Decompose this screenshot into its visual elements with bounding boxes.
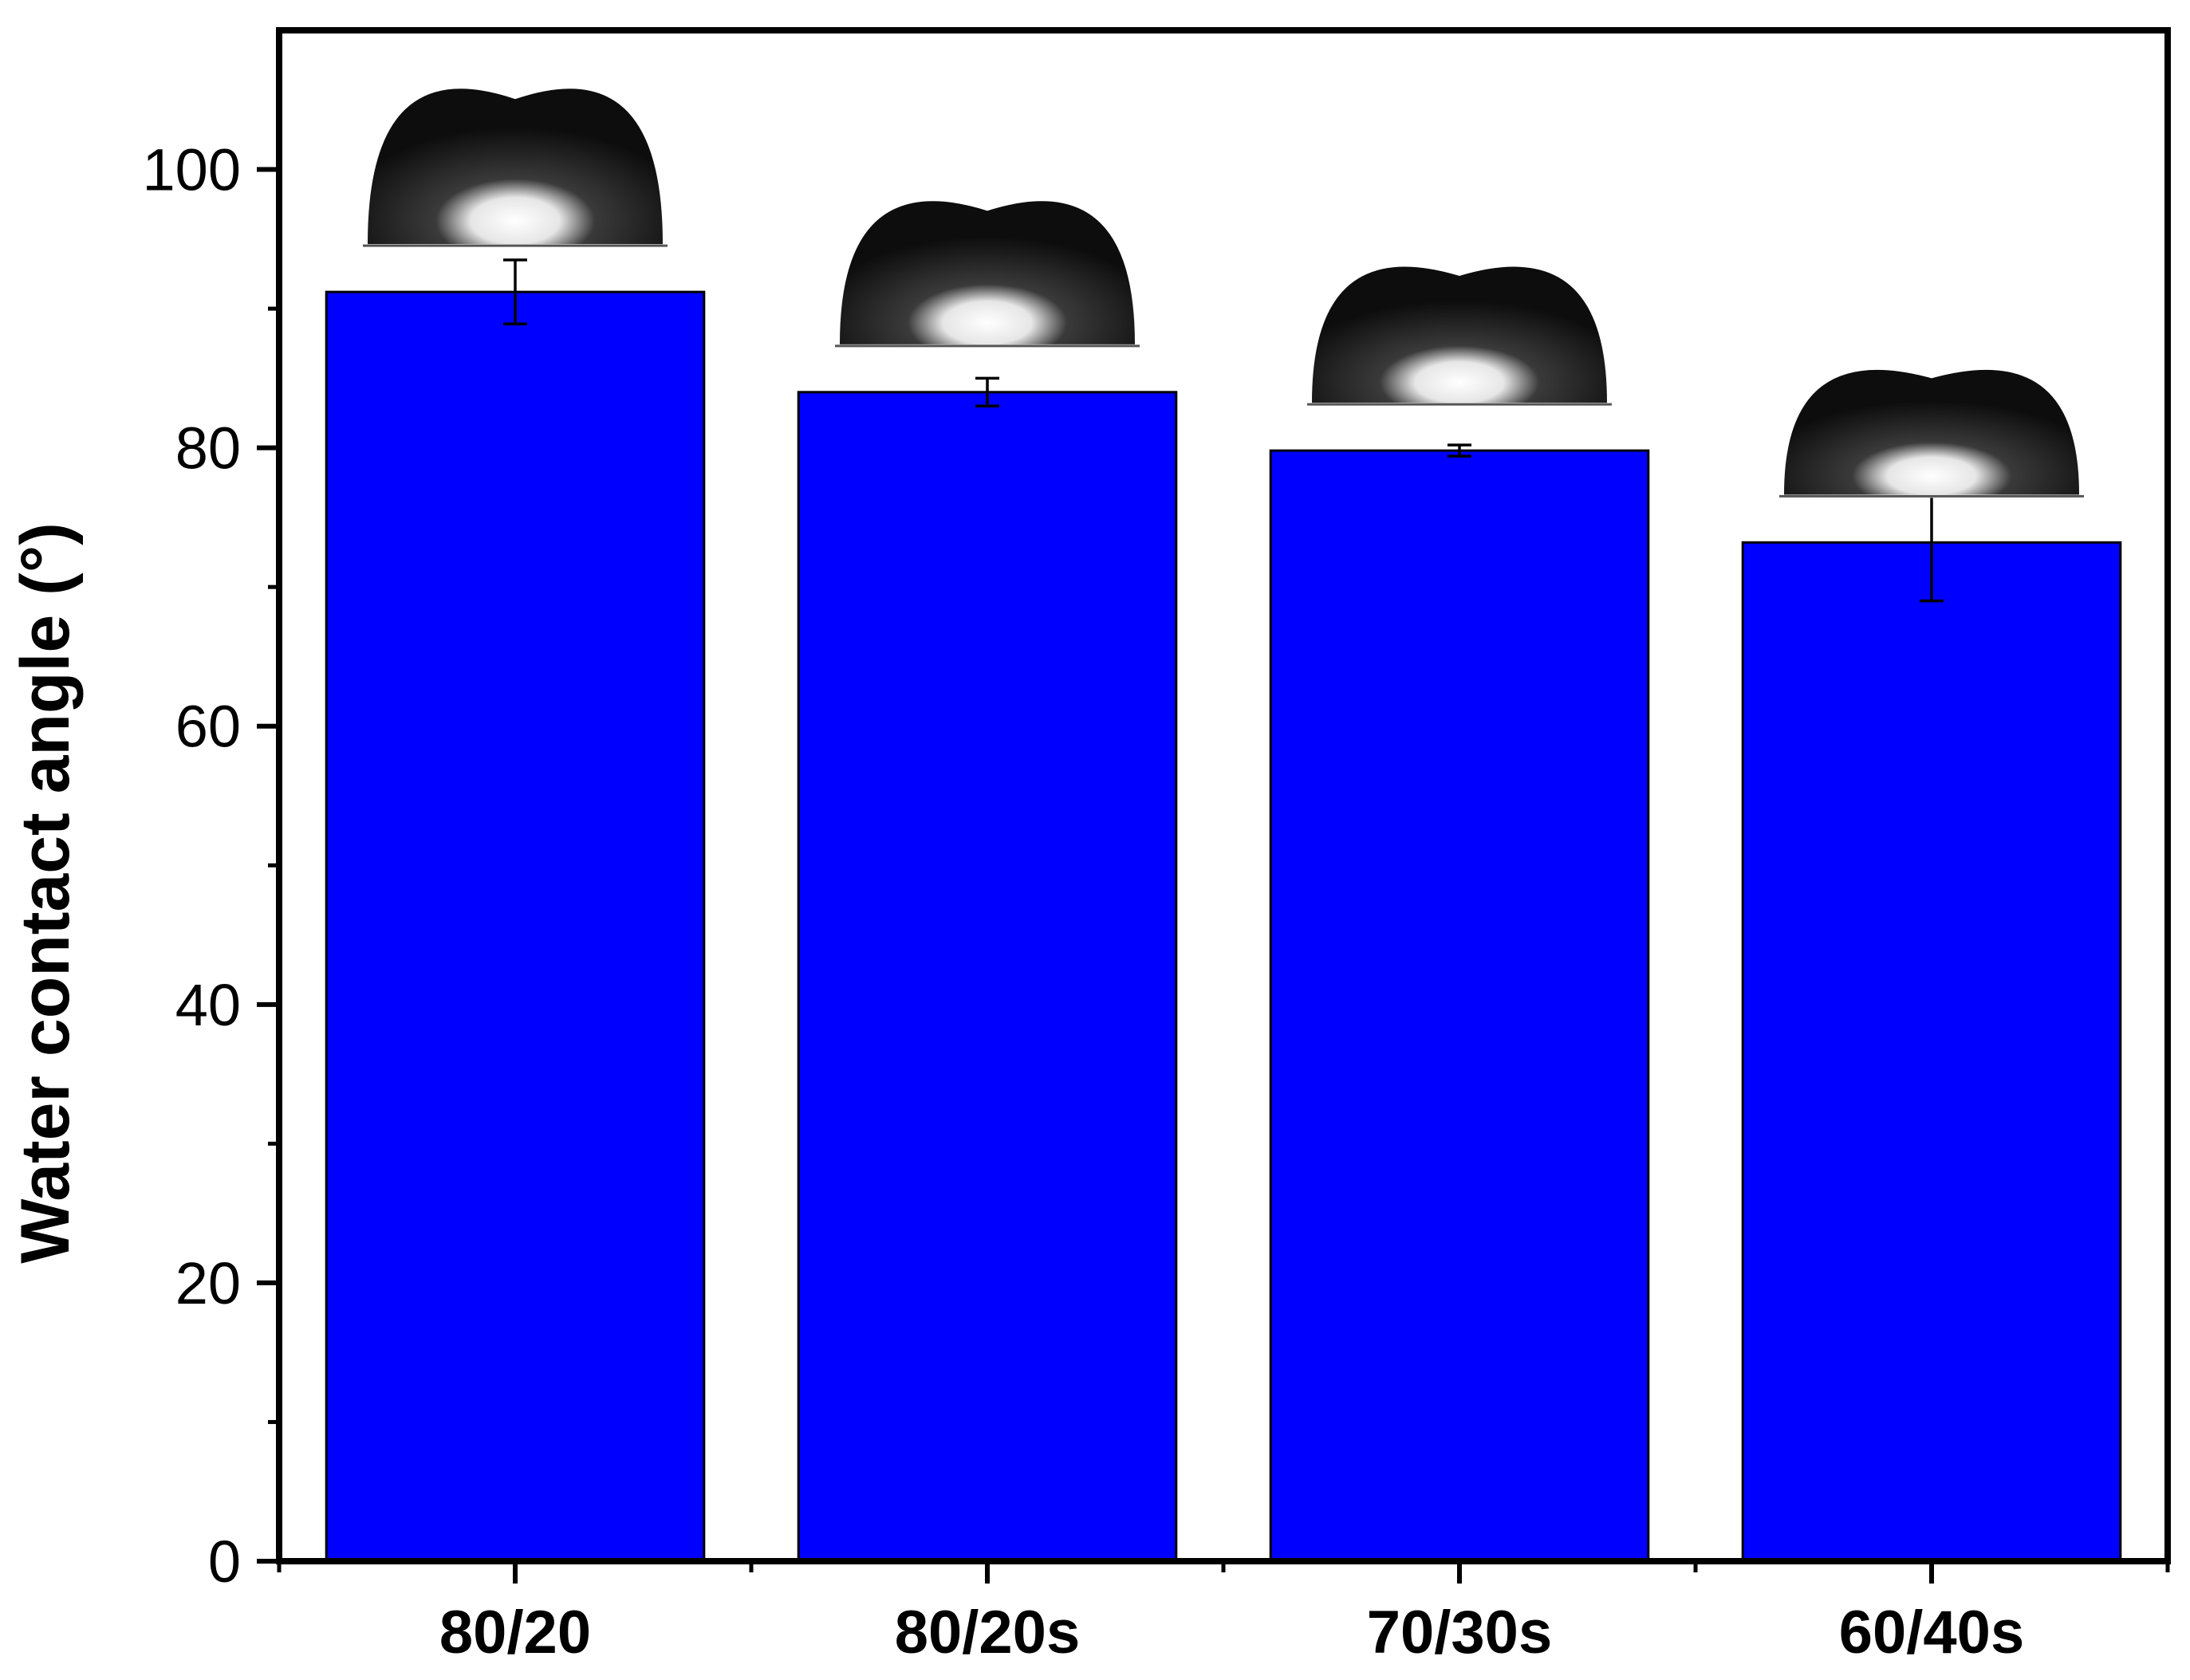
labels-layer: 80/20 80/20s 70/30s 60/40s 0 20 40 60 80 100 bbox=[143, 137, 2025, 1666]
axes-layer bbox=[257, 27, 2171, 1584]
y-tick-label-100: 100 bbox=[143, 137, 241, 203]
x-tick-label-80-20: 80/20 bbox=[439, 1599, 591, 1666]
error-bar-70-30s bbox=[1448, 443, 1471, 458]
bar-80-20 bbox=[325, 290, 706, 1563]
droplet-image-60-40s bbox=[1778, 369, 2086, 498]
droplet-shape bbox=[1784, 369, 2079, 495]
plot-frame bbox=[276, 27, 2171, 1564]
bars-layer bbox=[325, 290, 2122, 1563]
droplet-shape bbox=[368, 89, 663, 245]
y-tick-label-0: 0 bbox=[208, 1529, 241, 1595]
bar-60-40s bbox=[1741, 541, 2122, 1563]
droplet-shape bbox=[840, 201, 1135, 344]
error-bar-80-20 bbox=[503, 258, 527, 326]
x-tick-label-70-30s: 70/30s bbox=[1367, 1599, 1552, 1666]
x-tick-label-60-40s: 60/40s bbox=[1839, 1599, 2024, 1666]
bar-80-20s bbox=[797, 391, 1178, 1563]
droplet-image-70-30s bbox=[1306, 266, 1613, 407]
bar-70-30s bbox=[1269, 449, 1650, 1563]
y-tick-label-80: 80 bbox=[175, 415, 241, 482]
error-bar-80-20s bbox=[975, 376, 999, 408]
droplet-shape bbox=[1312, 266, 1607, 403]
y-tick-label-60: 60 bbox=[175, 694, 241, 760]
y-tick-label-20: 20 bbox=[175, 1250, 241, 1316]
droplet-image-80-20 bbox=[361, 89, 669, 248]
droplet-image-80-20s bbox=[833, 201, 1141, 348]
y-tick-label-40: 40 bbox=[175, 972, 241, 1038]
droplet-images-layer bbox=[361, 89, 2086, 498]
x-tick-label-80-20s: 80/20s bbox=[895, 1599, 1080, 1666]
y-axis-title: Water contact angle (°) bbox=[7, 522, 84, 1264]
error-bars-layer bbox=[503, 258, 1944, 603]
